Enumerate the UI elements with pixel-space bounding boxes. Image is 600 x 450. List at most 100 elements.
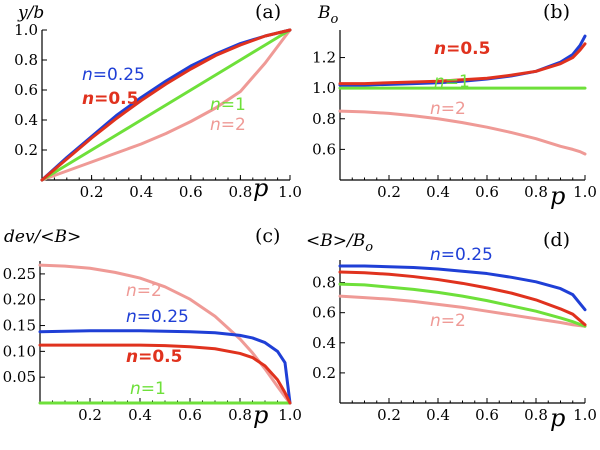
series-line-n-2 [40,28,292,182]
series-annotation: n=0.25 [126,307,189,327]
series-annotation: n=2 [126,281,162,301]
series-annotation: n=2 [430,311,466,331]
y-axis-title: dev/<B> [4,227,81,247]
annotation-var: n [82,65,93,85]
annotation-value: =2 [221,115,246,135]
annotation-var: n [126,281,137,301]
annotation-var: n [434,72,445,92]
annotation-var: n [434,39,446,59]
annotation-value: =0.5 [138,347,182,367]
series-line-n-1 [40,28,292,182]
y-axis-title: <B>/Bo [306,231,373,255]
series-annotation: n=1 [434,72,470,92]
series-line-n-2 [38,263,292,405]
y-tick-label: 0.05 [3,368,36,386]
panel-label: (d) [543,229,570,251]
x-tick-label: 1.0 [573,183,597,201]
x-tick-label: 1.0 [278,406,302,424]
x-axis-title: p [550,404,565,432]
series-annotation: n=2 [430,99,466,119]
series-line-n-2 [338,109,587,156]
series-annotation: n=0.25 [82,65,145,85]
x-tick-label: 0.8 [524,406,548,424]
series-annotation: n=0.5 [82,89,138,109]
x-tick-label: 0.2 [80,183,104,201]
annotation-value: =0.25 [137,307,189,327]
series-annotation: n=0.25 [430,245,493,265]
x-tick-label: 0.4 [426,183,450,201]
x-tick-label: 0.6 [475,183,499,201]
y-tick-label: 1.0 [312,79,336,97]
annotation-value: =0.25 [93,65,145,85]
series-annotation: n=0.5 [126,347,182,367]
y-tick-label: 0.6 [312,304,336,322]
x-tick-label: 0.2 [78,406,102,424]
series-line-n-0p5 [40,28,292,182]
x-tick-label: 0.8 [524,183,548,201]
series-line-n-0p5 [338,270,587,327]
y-tick-label: 0.25 [3,265,36,283]
x-tick-label: 0.2 [377,183,401,201]
x-tick-label: 0.6 [178,406,202,424]
y-tick-label: 0.2 [14,141,38,159]
series-line-n-0p5 [38,343,292,405]
y-tick-label: 0.10 [3,342,36,360]
x-axis-title: p [253,174,268,202]
x-tick-label: 0.6 [179,183,203,201]
annotation-var: n [430,245,441,265]
panel-c: 0.2 0.4 0.6 0.8 1.0 0.05 0.10 0.15 0.20 0.25 dev/<… [3,225,302,429]
y-tick-label: 0.8 [14,51,38,69]
series-line-n-0p5 [338,42,587,86]
series-line-n-2 [338,294,587,328]
annotation-var: n [210,115,221,135]
y-axis-title-subscript: o [365,240,373,255]
x-tick-label: 0.4 [128,406,152,424]
x-axis-title: p [550,182,565,210]
x-tick-label: 0.4 [129,183,153,201]
series-annotation: n=1 [130,379,166,399]
x-tick-label: 1.0 [573,406,597,424]
y-tick-label: 0.6 [14,81,38,99]
y-axis-title: y/b [17,3,44,23]
series-annotation: n=2 [210,115,246,135]
annotation-value: =2 [137,281,162,301]
annotation-value: =2 [441,99,466,119]
y-axis-title: Bo [317,3,339,27]
annotation-var: n [126,307,137,327]
y-tick-label: 1.0 [14,21,38,39]
annotation-var: n [430,99,441,119]
y-tick-label: 0.6 [312,140,336,158]
series-annotation: n=0.5 [434,39,490,59]
annotation-value: =0.5 [94,89,138,109]
y-tick-label: 0.8 [312,274,336,292]
y-tick-label: 0.20 [3,291,36,309]
x-tick-label: 0.4 [426,406,450,424]
x-axis-title: p [253,401,268,429]
x-tick-label: 0.6 [475,406,499,424]
series-line-n-0p25 [338,264,587,312]
y-tick-label: 0.2 [312,364,336,382]
annotation-value: =0.25 [441,245,493,265]
annotation-value: =1 [445,72,470,92]
y-tick-label: 0.4 [14,111,38,129]
annotation-value: =1 [141,379,166,399]
annotation-value: =1 [221,95,246,115]
panel-label: (a) [255,1,281,23]
series-line-n-0p25 [38,329,292,405]
series-line-n-1 [338,282,587,328]
annotation-var: n [126,347,138,367]
annotation-var: n [130,379,141,399]
x-tick-label: 0.8 [228,183,252,201]
series-annotation: n=1 [210,95,246,115]
y-tick-label: 0.8 [312,110,336,128]
panel-label: (c) [255,225,280,247]
panel-a: 0.2 0.4 0.6 0.8 1.00.20.40.60.81.0y/b (a)pn=0… [14,1,302,202]
annotation-value: =0.5 [446,39,490,59]
annotation-var: n [82,89,94,109]
y-tick-label: 0.15 [3,317,36,335]
x-tick-label: 1.0 [278,183,302,201]
x-tick-label: 0.8 [228,406,252,424]
x-tick-label: 0.2 [377,406,401,424]
